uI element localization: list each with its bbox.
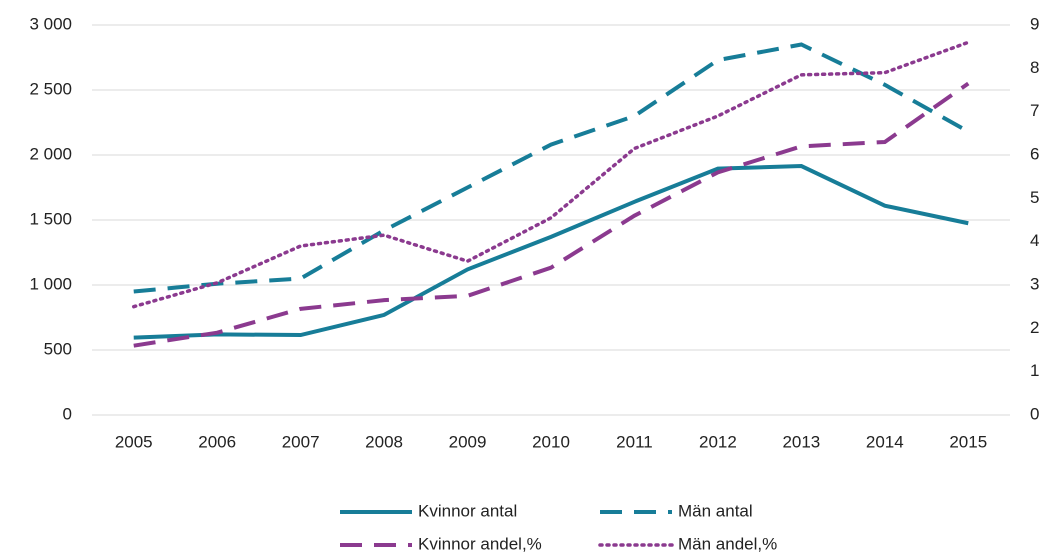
x-tick-label: 2013 bbox=[782, 432, 820, 451]
y2-tick-label: 5 bbox=[1030, 188, 1039, 207]
x-tick-label: 2008 bbox=[365, 432, 403, 451]
y2-tick-label: 9 bbox=[1030, 14, 1039, 33]
x-tick-label: 2007 bbox=[282, 432, 320, 451]
x-tick-label: 2011 bbox=[616, 432, 653, 451]
x-tick-label: 2006 bbox=[198, 432, 236, 451]
y-tick-label: 3 000 bbox=[29, 14, 72, 33]
series-line bbox=[133, 164, 969, 340]
series-line bbox=[133, 81, 970, 348]
legend-label: Kvinnor andel,% bbox=[418, 534, 542, 553]
legend-label: Kvinnor antal bbox=[418, 501, 517, 520]
y2-tick-label: 4 bbox=[1030, 231, 1039, 250]
y2-tick-label: 2 bbox=[1030, 318, 1039, 337]
y-tick-label: 0 bbox=[63, 404, 72, 423]
x-tick-label: 2015 bbox=[949, 432, 987, 451]
y2-tick-label: 7 bbox=[1030, 101, 1039, 120]
x-tick-label: 2009 bbox=[449, 432, 487, 451]
y2-tick-label: 8 bbox=[1030, 58, 1039, 77]
y2-tick-label: 1 bbox=[1030, 361, 1039, 380]
y-tick-label: 2 000 bbox=[29, 144, 72, 163]
y-tick-label: 1 000 bbox=[29, 274, 72, 293]
x-tick-label: 2010 bbox=[532, 432, 570, 451]
legend-label: Män antal bbox=[678, 501, 753, 520]
y2-tick-label: 3 bbox=[1030, 274, 1039, 293]
y-tick-label: 2 500 bbox=[29, 79, 72, 98]
x-tick-label: 2005 bbox=[115, 432, 153, 451]
x-tick-label: 2014 bbox=[866, 432, 904, 451]
series-line bbox=[133, 42, 970, 294]
y2-tick-label: 6 bbox=[1030, 144, 1039, 163]
x-tick-label: 2012 bbox=[699, 432, 737, 451]
series-line bbox=[131, 40, 971, 309]
y-tick-label: 1 500 bbox=[29, 209, 72, 228]
y-tick-label: 500 bbox=[44, 339, 72, 358]
legend-label: Män andel,% bbox=[678, 534, 777, 553]
y2-tick-label: 0 bbox=[1030, 404, 1039, 423]
